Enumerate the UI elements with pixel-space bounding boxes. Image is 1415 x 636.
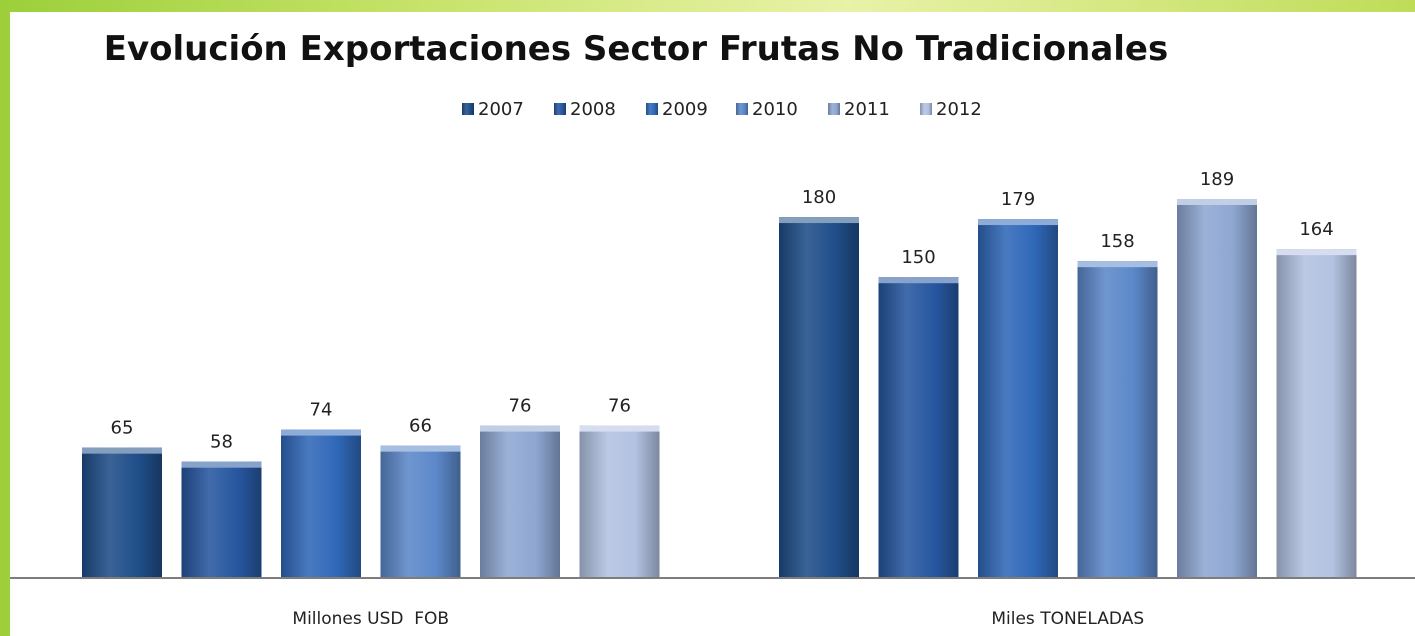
bar-2010-0 [380, 445, 461, 578]
chart-legend: 2007 2008 2009 2010 2011 2012 [462, 99, 982, 120]
chart-title: Evolución Exportaciones Sector Frutas No… [104, 29, 1168, 69]
value-label-2012-1: 164 [1299, 219, 1333, 240]
legend-label-2007: 2007 [478, 99, 524, 120]
value-label-2011-0: 76 [509, 396, 532, 417]
chart-panel: Evolución Exportaciones Sector Frutas No… [10, 12, 1415, 636]
bar-2007-1 [779, 217, 859, 579]
value-label-2010-0: 66 [409, 416, 432, 437]
value-label-2007-1: 180 [802, 187, 836, 208]
legend-swatch-2007 [462, 103, 474, 115]
legend-swatch-2012 [920, 103, 932, 115]
bar-top-2011-1 [1177, 199, 1257, 206]
category-label-0: Millones USD FOB [292, 609, 449, 629]
bar-top-2008-0 [181, 461, 262, 468]
value-label-2009-0: 74 [310, 400, 333, 421]
value-label-2010-1: 158 [1100, 231, 1134, 252]
bar-2008-0 [181, 461, 262, 578]
legend-label-2012: 2012 [936, 99, 982, 120]
bar-2011-0 [480, 425, 560, 578]
legend-swatch-2008 [554, 103, 566, 115]
legend-swatch-2009 [646, 103, 658, 115]
bar-top-2010-0 [380, 445, 461, 452]
bar-top-2010-1 [1077, 261, 1158, 268]
bar-group [82, 199, 1357, 579]
bar-2010-1 [1077, 261, 1158, 578]
bar-top-2009-0 [281, 429, 361, 436]
value-label-2007-0: 65 [111, 418, 134, 439]
value-label-2009-1: 179 [1001, 189, 1035, 210]
bar-2009-0 [281, 429, 361, 578]
value-label-2012-0: 76 [608, 396, 631, 417]
bar-chart: Evolución Exportaciones Sector Frutas No… [10, 29, 1415, 629]
bar-top-2012-0 [579, 425, 660, 432]
bar-top-2009-1 [978, 219, 1058, 226]
legend-label-2010: 2010 [752, 99, 798, 120]
bar-top-2011-0 [480, 425, 560, 432]
value-label-2008-0: 58 [210, 432, 233, 453]
bar-top-2008-1 [878, 277, 959, 284]
bar-2012-0 [579, 425, 660, 578]
category-label-1: Miles TONELADAS [991, 609, 1144, 629]
bar-2009-1 [978, 219, 1058, 578]
bar-top-2007-1 [779, 217, 859, 224]
legend-swatch-2010 [736, 103, 748, 115]
category-labels: Millones USD FOB Miles TONELADAS [292, 609, 1144, 629]
bar-top-2007-0 [82, 447, 162, 454]
legend-swatch-2011 [828, 103, 840, 115]
bar-top-2012-1 [1276, 249, 1357, 256]
bar-2011-1 [1177, 199, 1257, 579]
legend-label-2009: 2009 [662, 99, 708, 120]
legend-label-2011: 2011 [844, 99, 890, 120]
legend-label-2008: 2008 [570, 99, 616, 120]
bar-2007-0 [82, 447, 162, 578]
value-labels: 65 58 74 66 76 76 180 150 179 158 189 164 [111, 169, 1334, 453]
bar-2008-1 [878, 277, 959, 578]
value-label-2008-1: 150 [901, 247, 935, 268]
bar-2012-1 [1276, 249, 1357, 578]
value-label-2011-1: 189 [1200, 169, 1234, 190]
